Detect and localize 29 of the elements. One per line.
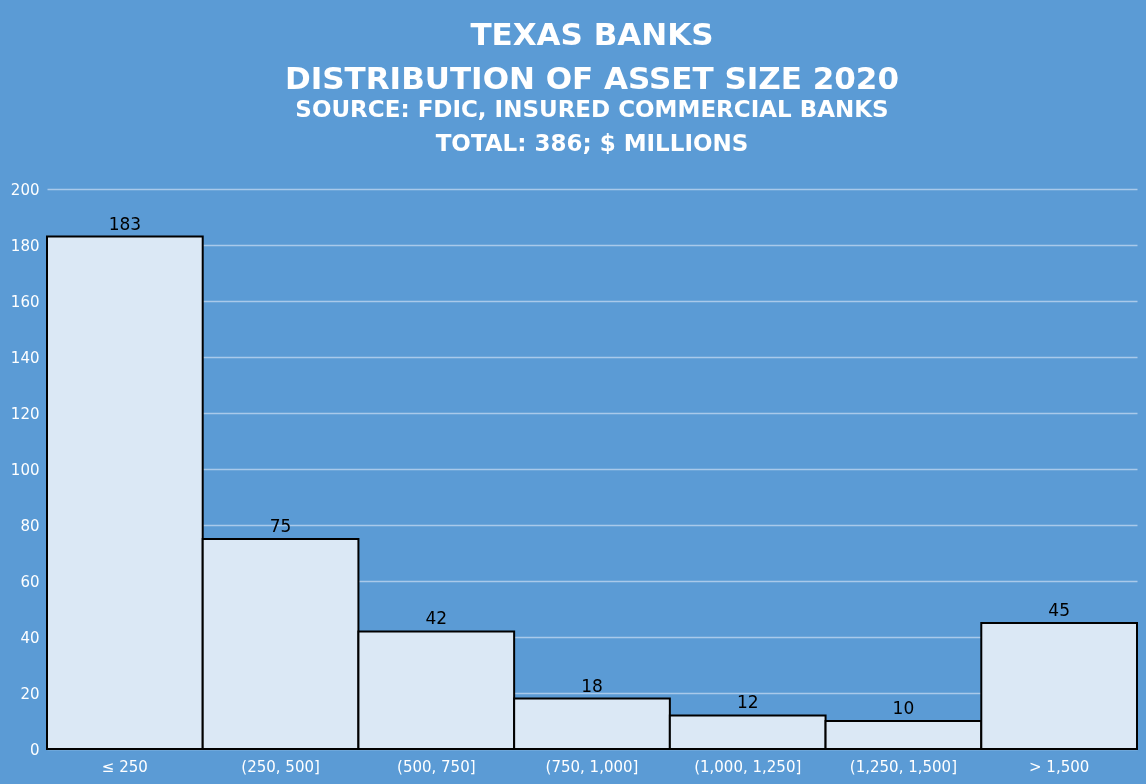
data-label: 183 (108, 213, 142, 234)
chart-title: TEXAS BANKS (470, 16, 714, 52)
x-tick-label: (500, 750] (397, 757, 476, 776)
data-label: 45 (1048, 600, 1070, 620)
text: TOTAL: 386; $ MILLIONS (435, 130, 749, 156)
y-tick-label: 140 (10, 348, 40, 367)
y-tick-label: 80 (20, 516, 40, 535)
y-tick-label: 100 (10, 460, 40, 479)
y-tick-label: 60 (20, 572, 40, 591)
x-tick-label: > 1,500 (1029, 757, 1090, 776)
y-tick-label: 120 (10, 404, 40, 423)
data-label: 75 (269, 516, 292, 536)
x-tick-label: (750, 1,000] (545, 757, 639, 776)
data-label: 10 (892, 698, 915, 718)
y-tick-label: 180 (10, 236, 40, 255)
y-tick-label: 20 (20, 684, 40, 703)
x-tick-label: ≤ 250 (101, 757, 148, 776)
chart-subtitle: DISTRIBUTION OF ASSET SIZE 2020 (285, 60, 899, 96)
y-tick-label: 160 (10, 292, 40, 311)
y-tick-label: 40 (20, 628, 40, 647)
x-tick-label: (250, 500] (241, 757, 320, 776)
y-tick-label: 0 (29, 740, 40, 759)
x-tick-label: (1,000, 1,250] (694, 757, 802, 776)
data-label: 18 (581, 675, 603, 696)
data-label: 42 (425, 608, 448, 629)
y-tick-label: 200 (10, 180, 40, 199)
x-tick-label: (1,250, 1,500] (849, 757, 957, 776)
source-note: SOURCE: FDIC, INSURED COMMERCIAL BANKS (295, 96, 889, 122)
data-label: 12 (736, 692, 759, 713)
